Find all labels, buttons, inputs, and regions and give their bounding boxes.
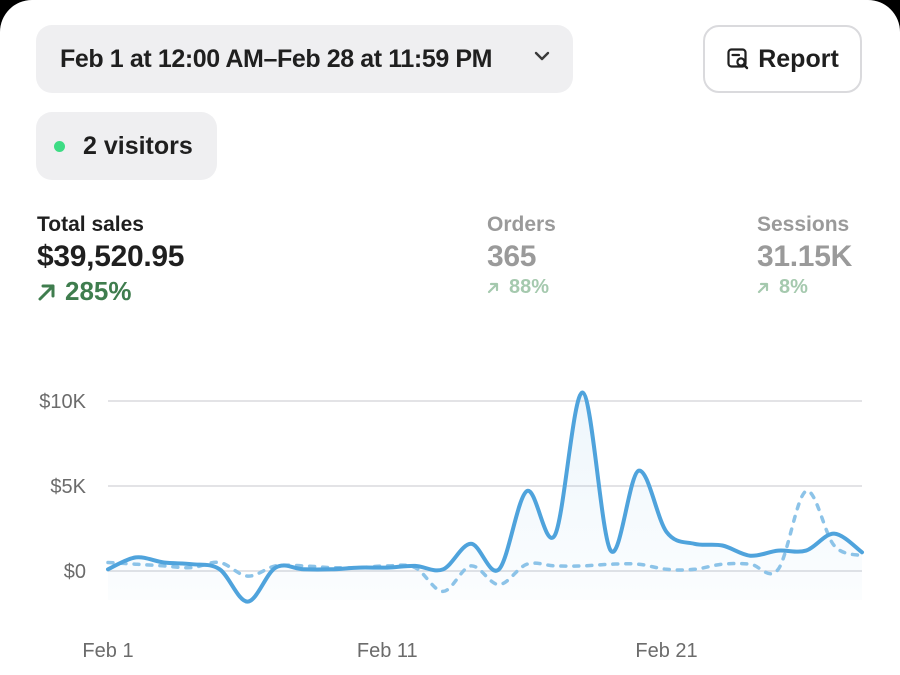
total-sales-line xyxy=(106,390,864,604)
y-tick-label: $10K xyxy=(39,391,86,413)
visitors-label: 2 visitors xyxy=(83,131,193,160)
series-area-fill xyxy=(108,392,862,602)
metric-change: 8% xyxy=(757,276,852,299)
live-visitors-badge[interactable]: 2 visitors xyxy=(36,112,217,180)
metric-change-value: 88% xyxy=(509,276,550,298)
x-tick-label: Feb 1 xyxy=(82,640,133,662)
live-status-dot xyxy=(54,140,65,152)
report-search-icon xyxy=(727,48,749,70)
sales-line-chart: $10K $5K $0 Feb 1 Feb 11 Feb 21 xyxy=(39,390,864,662)
arrow-up-right-icon xyxy=(757,282,769,293)
metric-value: 365 xyxy=(487,240,537,273)
report-button[interactable]: Report xyxy=(703,25,862,93)
x-tick-label: Feb 21 xyxy=(635,640,697,662)
x-tick-label: Feb 11 xyxy=(357,640,418,662)
metric-change: 88% xyxy=(487,276,556,299)
metric-sessions[interactable]: Sessions 31.15K 8% xyxy=(757,212,852,299)
arrow-up-right-icon xyxy=(487,282,499,293)
metric-change-value: 8% xyxy=(779,276,808,298)
chevron-down-icon xyxy=(534,51,550,61)
y-tick-label: $5K xyxy=(50,476,86,498)
metric-change: 285% xyxy=(37,276,184,307)
comparison-period-line xyxy=(106,489,864,594)
metric-label: Sessions xyxy=(757,213,850,236)
date-range-label: Feb 1 at 12:00 AM–Feb 28 at 11:59 PM xyxy=(60,44,493,73)
report-button-label: Report xyxy=(758,44,839,73)
date-range-selector[interactable]: Feb 1 at 12:00 AM–Feb 28 at 11:59 PM xyxy=(36,25,573,93)
arrow-up-right-icon xyxy=(38,284,55,300)
metric-total-sales[interactable]: Total sales $39,520.95 285% xyxy=(37,212,184,307)
metric-label: Total sales xyxy=(37,213,144,236)
metric-orders[interactable]: Orders 365 88% xyxy=(487,212,556,299)
metric-value: 31.15K xyxy=(757,240,852,273)
metric-value: $39,520.95 xyxy=(37,240,185,273)
metric-label: Orders xyxy=(487,213,556,236)
metric-change-value: 285% xyxy=(65,276,132,306)
y-tick-label: $0 xyxy=(64,561,86,583)
